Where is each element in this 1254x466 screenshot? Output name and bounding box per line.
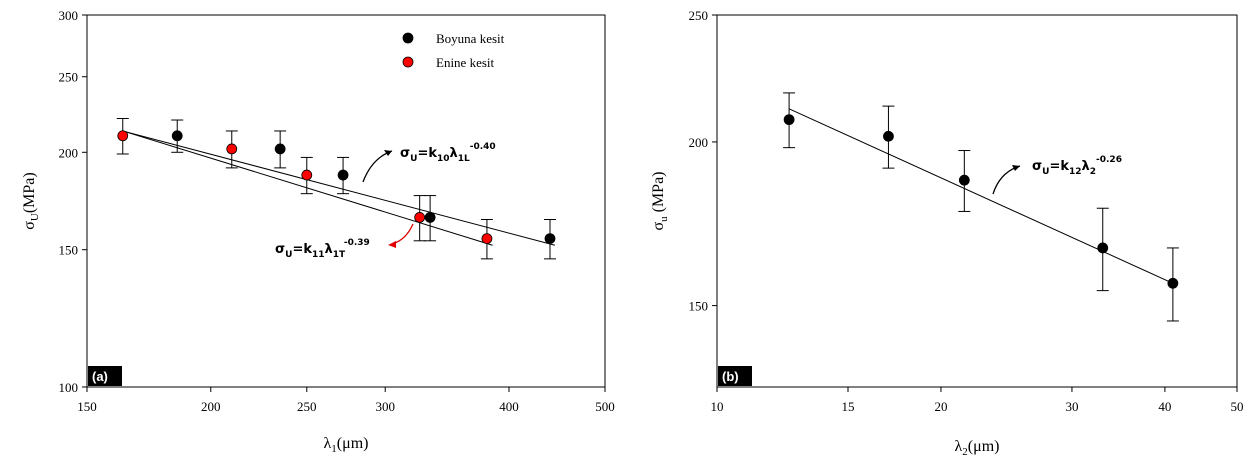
panel-a-plot-frame xyxy=(86,14,606,388)
data-point-series-0 xyxy=(1096,207,1109,292)
x-tick-label: 40 xyxy=(1158,399,1171,414)
data-marker xyxy=(226,143,238,155)
data-marker xyxy=(171,130,183,142)
panel-b-data-points xyxy=(783,92,1179,322)
panel-b-y-axis-title: σu (MPa) xyxy=(650,171,670,230)
panel-b-fit-lines xyxy=(788,108,1174,284)
panel-a-data-points xyxy=(116,117,557,260)
x-tick-label: 10 xyxy=(711,399,724,414)
y-tick-label: 100 xyxy=(59,380,79,395)
fit-line-1 xyxy=(122,130,493,246)
y-tick-label: 150 xyxy=(689,299,709,314)
equation-text-boyuna: σU=k10λ1L-0.40 xyxy=(400,142,496,164)
data-point-series-0 xyxy=(337,156,350,195)
x-tick-label: 200 xyxy=(201,399,221,414)
x-tick-label: 250 xyxy=(297,399,317,414)
x-tick-label: 150 xyxy=(77,399,97,414)
x-tick-label: 500 xyxy=(595,399,615,414)
panel-b-ticks: 10 15 20 30 40 50 150 200 250 xyxy=(689,8,1244,414)
annotation-arrowhead-b xyxy=(1012,165,1020,171)
panel-b-label-box xyxy=(718,366,752,386)
annotation-arrowhead-boyuna xyxy=(384,150,392,156)
legend-label-boyuna-kesit: Boyuna kesit xyxy=(436,31,505,46)
equation-text-enine: σU=k11λ1T-0.39 xyxy=(275,238,370,260)
data-point-series-1 xyxy=(480,218,493,260)
data-point-series-0 xyxy=(958,150,971,212)
panel-a-y-axis-title: σU(MPa) xyxy=(21,172,41,229)
fit-line-0 xyxy=(788,108,1174,284)
panel-a-fit-lines xyxy=(122,130,555,246)
data-marker xyxy=(958,174,970,186)
panel-a-label-text: (a) xyxy=(92,369,108,384)
equation-annotation-b: σU=k12λ2-0.26 xyxy=(992,155,1122,195)
y-tick-label: 250 xyxy=(689,8,709,23)
annotation-arrow-enine xyxy=(391,223,414,245)
data-marker xyxy=(544,233,556,245)
legend-marker-enine-kesit xyxy=(402,56,414,68)
equation-annotation-enine: σU=k11λ1T-0.39 xyxy=(275,223,414,260)
data-point-series-0 xyxy=(424,195,437,242)
data-marker xyxy=(481,233,493,245)
data-point-series-0 xyxy=(274,130,287,169)
x-tick-label: 15 xyxy=(842,399,855,414)
data-marker xyxy=(274,143,286,155)
panel-b-x-axis-title: λ2(μm) xyxy=(955,438,1000,458)
data-point-series-1 xyxy=(413,195,426,242)
y-tick-label: 300 xyxy=(59,8,79,23)
data-marker xyxy=(424,212,436,223)
data-marker xyxy=(1167,277,1179,289)
x-tick-label: 400 xyxy=(499,399,519,414)
data-point-series-1 xyxy=(116,117,129,155)
panel-a-label: (a) xyxy=(88,366,122,386)
x-tick-label: 30 xyxy=(1065,399,1078,414)
data-point-series-0 xyxy=(882,105,895,169)
annotation-arrow-boyuna xyxy=(362,150,393,183)
data-marker xyxy=(883,130,894,142)
panel-b-label: (b) xyxy=(718,366,752,386)
data-marker xyxy=(337,169,349,181)
x-tick-label: 300 xyxy=(375,399,395,414)
legend-marker-boyuna-kesit xyxy=(402,32,414,44)
data-marker xyxy=(117,130,129,142)
panel-a-label-box xyxy=(88,366,122,386)
panel-b-label-text: (b) xyxy=(722,369,739,384)
annotation-arrow-b xyxy=(992,165,1021,195)
data-point-series-0 xyxy=(1166,247,1179,322)
equation-text-b: σU=k12λ2-0.26 xyxy=(1032,155,1122,177)
data-point-series-1 xyxy=(225,130,238,169)
panel-a-x-axis-title: λ1(μm) xyxy=(324,435,369,455)
y-tick-label: 200 xyxy=(689,135,709,150)
data-point-series-0 xyxy=(171,119,184,153)
legend-label-enine-kesit: Enine kesit xyxy=(436,55,495,70)
data-marker xyxy=(783,114,795,126)
panel-a: 150 200 250 300 400 500 100 150 200 250 300 Boyuna… xyxy=(21,8,615,455)
legend: Boyuna kesit Enine kesit xyxy=(402,31,505,70)
y-tick-label: 250 xyxy=(59,70,79,85)
data-marker xyxy=(301,169,313,181)
fit-line-0 xyxy=(122,130,555,246)
panel-a-ticks: 150 200 250 300 400 500 100 150 200 250 300 xyxy=(59,8,615,414)
data-point-series-1 xyxy=(300,156,313,195)
panel-b-plot-frame xyxy=(716,14,1238,388)
equation-annotation-boyuna: σU=k10λ1L-0.40 xyxy=(362,142,496,183)
annotation-arrowhead-enine xyxy=(388,241,396,248)
y-tick-label: 150 xyxy=(59,243,79,258)
x-tick-label: 20 xyxy=(934,399,947,414)
x-tick-label: 50 xyxy=(1231,399,1244,414)
data-point-series-0 xyxy=(544,218,557,260)
y-tick-label: 200 xyxy=(59,145,79,160)
data-point-series-0 xyxy=(783,92,796,149)
data-marker xyxy=(414,212,426,223)
data-marker xyxy=(1097,242,1109,254)
